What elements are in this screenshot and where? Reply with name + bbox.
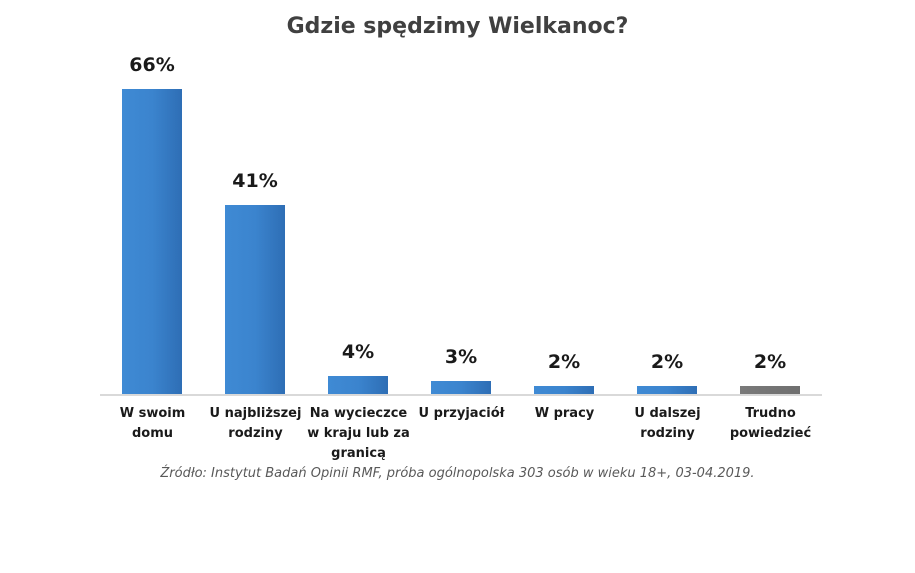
bar: [534, 386, 594, 395]
category-label: U przyjaciół: [418, 406, 505, 421]
bar-value-label: 2%: [753, 351, 787, 373]
bar: [740, 386, 800, 395]
bar: [122, 89, 182, 395]
bar-value-label: 4%: [341, 341, 375, 363]
x-axis-line: [100, 394, 822, 396]
bar-value-label: 41%: [232, 170, 278, 192]
bar-value-label: 2%: [547, 351, 581, 373]
category-label: W pracy: [534, 406, 595, 421]
bar-value-label: 66%: [129, 54, 175, 76]
bar: [431, 381, 491, 395]
category-label: U dalszej rodziny: [634, 406, 701, 441]
plot-area: [100, 60, 822, 395]
bar-value-label: 3%: [444, 346, 478, 368]
category-label: W swoim domu: [119, 406, 186, 441]
chart-title: Gdzie spędzimy Wielkanoc?: [286, 14, 629, 39]
bar-value-label: 2%: [650, 351, 684, 373]
category-label: Trudno powiedzieć: [729, 406, 812, 441]
category-label: Na wycieczce w kraju lub za granicą: [307, 406, 410, 461]
bar: [225, 205, 285, 395]
category-label: U najbliższej rodziny: [209, 406, 302, 441]
source-note: Źródło: Instytut Badań Opinii RMF, próba…: [160, 466, 755, 481]
bar: [637, 386, 697, 395]
bar: [328, 376, 388, 395]
